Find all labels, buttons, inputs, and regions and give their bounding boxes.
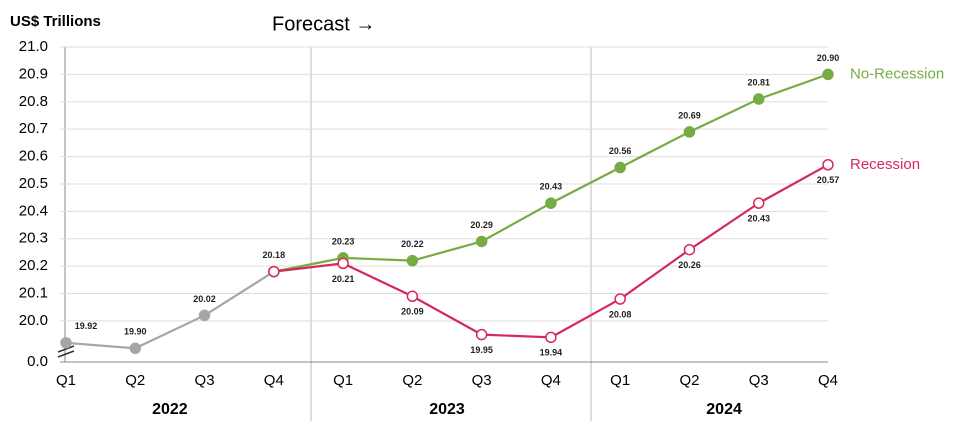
data-point xyxy=(198,309,211,322)
value-label: 20.69 xyxy=(678,110,701,120)
legend-label: Recession xyxy=(850,156,920,173)
x-tick-label: Q4 xyxy=(264,372,284,389)
value-label: 20.09 xyxy=(401,307,424,317)
value-label: 20.08 xyxy=(609,309,632,319)
data-point xyxy=(822,68,834,81)
value-label: 20.56 xyxy=(609,146,632,156)
value-label: 20.81 xyxy=(747,77,770,87)
value-label: 20.43 xyxy=(747,214,770,224)
data-point xyxy=(752,197,765,209)
data-point xyxy=(683,126,696,138)
x-tick-label: Q3 xyxy=(195,372,215,389)
data-point xyxy=(475,235,488,248)
value-label: 20.57 xyxy=(817,175,840,185)
series-line xyxy=(273,73,829,273)
y-tick-label: 20.3 xyxy=(19,230,48,247)
data-point xyxy=(683,243,696,256)
data-point xyxy=(60,337,72,349)
value-label: 20.22 xyxy=(401,239,424,249)
legend-label: No-Recession xyxy=(850,65,944,82)
value-label: 19.92 xyxy=(75,321,98,331)
y-tick-label: 20.2 xyxy=(19,257,48,274)
value-label: 19.94 xyxy=(540,348,563,358)
x-tick-label: Q3 xyxy=(749,372,769,389)
y-axis-label: US$ Trillions xyxy=(10,13,101,30)
x-tick-label: Q4 xyxy=(541,372,561,389)
y-tick-label: 0.0 xyxy=(27,353,48,370)
y-tick-label: 20.9 xyxy=(19,65,48,82)
value-label: 20.90 xyxy=(817,53,840,63)
data-point xyxy=(406,254,419,267)
data-point xyxy=(614,161,626,174)
data-point xyxy=(752,93,765,105)
y-tick-label: 20.0 xyxy=(19,312,48,329)
x-tick-label: Q2 xyxy=(402,372,422,389)
x-tick-label: Q1 xyxy=(610,372,630,389)
data-point xyxy=(545,197,557,209)
y-tick-label: 21.0 xyxy=(19,38,48,55)
y-tick-label: 20.1 xyxy=(19,284,48,301)
data-point xyxy=(406,290,419,303)
value-label: 20.29 xyxy=(470,220,493,230)
value-label: 20.23 xyxy=(332,236,355,246)
data-point xyxy=(822,159,834,171)
y-tick-label: 20.4 xyxy=(19,202,48,219)
year-label: 2023 xyxy=(429,401,465,418)
value-label: 20.21 xyxy=(332,274,355,284)
value-label: 20.18 xyxy=(263,250,286,260)
data-point xyxy=(337,257,349,270)
x-tick-label: Q1 xyxy=(56,372,76,389)
year-label: 2024 xyxy=(706,401,742,418)
y-tick-label: 20.7 xyxy=(19,120,48,137)
series-line xyxy=(65,270,275,350)
data-point xyxy=(614,293,626,305)
value-label: 19.95 xyxy=(470,345,493,355)
x-tick-label: Q3 xyxy=(472,372,492,389)
x-tick-label: Q1 xyxy=(333,372,353,389)
y-tick-label: 20.6 xyxy=(19,148,48,165)
y-tick-label: 20.8 xyxy=(19,93,48,110)
data-point xyxy=(545,331,557,344)
data-point xyxy=(475,328,488,341)
value-label: 20.43 xyxy=(540,182,563,192)
x-tick-label: Q2 xyxy=(125,372,145,389)
value-label: 20.02 xyxy=(193,294,216,304)
year-label: 2022 xyxy=(152,401,188,418)
value-label: 19.90 xyxy=(124,327,147,337)
data-point xyxy=(129,342,142,355)
forecast-annotation: Forecast → xyxy=(272,13,375,35)
y-tick-label: 20.5 xyxy=(19,175,48,192)
x-tick-label: Q4 xyxy=(818,372,838,389)
data-point xyxy=(268,265,280,278)
value-label: 20.26 xyxy=(678,260,701,270)
axis-break xyxy=(57,345,75,358)
x-tick-label: Q2 xyxy=(679,372,699,389)
